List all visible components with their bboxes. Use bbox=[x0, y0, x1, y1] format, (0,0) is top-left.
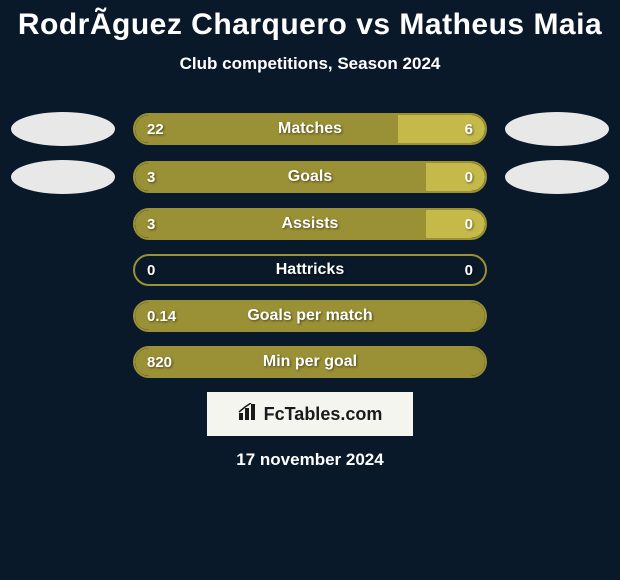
stats-list: 22Matches63Goals03Assists00Hattricks00.1… bbox=[0, 112, 620, 378]
stat-bar: 820Min per goal bbox=[133, 346, 487, 378]
stat-label: Hattricks bbox=[135, 261, 485, 279]
stat-bar: 0Hattricks0 bbox=[133, 254, 487, 286]
stat-value-right: 0 bbox=[465, 169, 473, 186]
vs-separator: vs bbox=[347, 8, 399, 41]
stat-bar: 0.14Goals per match bbox=[133, 300, 487, 332]
brand-label: FcTables.com bbox=[264, 404, 383, 425]
comparison-card: RodrÃ­guez Charquero vs Matheus Maia Clu… bbox=[0, 0, 620, 470]
footer-date: 17 november 2024 bbox=[0, 450, 620, 470]
right-slot bbox=[505, 160, 609, 194]
stat-value-right: 0 bbox=[465, 216, 473, 233]
stat-row: 820Min per goal bbox=[0, 346, 620, 378]
bars-icon bbox=[238, 403, 260, 426]
brand-text: FcTables.com bbox=[238, 403, 383, 426]
stat-bar: 3Goals0 bbox=[133, 161, 487, 193]
stat-bar: 22Matches6 bbox=[133, 113, 487, 145]
stat-label: Goals bbox=[135, 168, 485, 186]
stat-row: 0.14Goals per match bbox=[0, 300, 620, 332]
stat-row: 3Assists0 bbox=[0, 208, 620, 240]
stat-label: Min per goal bbox=[135, 353, 485, 371]
stat-bar: 3Assists0 bbox=[133, 208, 487, 240]
stat-label: Goals per match bbox=[135, 307, 485, 325]
brand-box: FcTables.com bbox=[207, 392, 413, 436]
right-slot bbox=[505, 112, 609, 146]
stat-row: 3Goals0 bbox=[0, 160, 620, 194]
left-slot bbox=[11, 160, 115, 194]
subtitle: Club competitions, Season 2024 bbox=[0, 54, 620, 74]
left-slot bbox=[11, 112, 115, 146]
player2-name: Matheus Maia bbox=[399, 8, 602, 41]
stat-label: Assists bbox=[135, 215, 485, 233]
page-title: RodrÃ­guez Charquero vs Matheus Maia bbox=[0, 8, 620, 42]
stat-row: 22Matches6 bbox=[0, 112, 620, 146]
stat-row: 0Hattricks0 bbox=[0, 254, 620, 286]
player1-name: RodrÃ­guez Charquero bbox=[18, 8, 348, 41]
stat-label: Matches bbox=[135, 120, 485, 138]
stat-value-right: 0 bbox=[465, 262, 473, 279]
stat-value-right: 6 bbox=[465, 121, 473, 138]
